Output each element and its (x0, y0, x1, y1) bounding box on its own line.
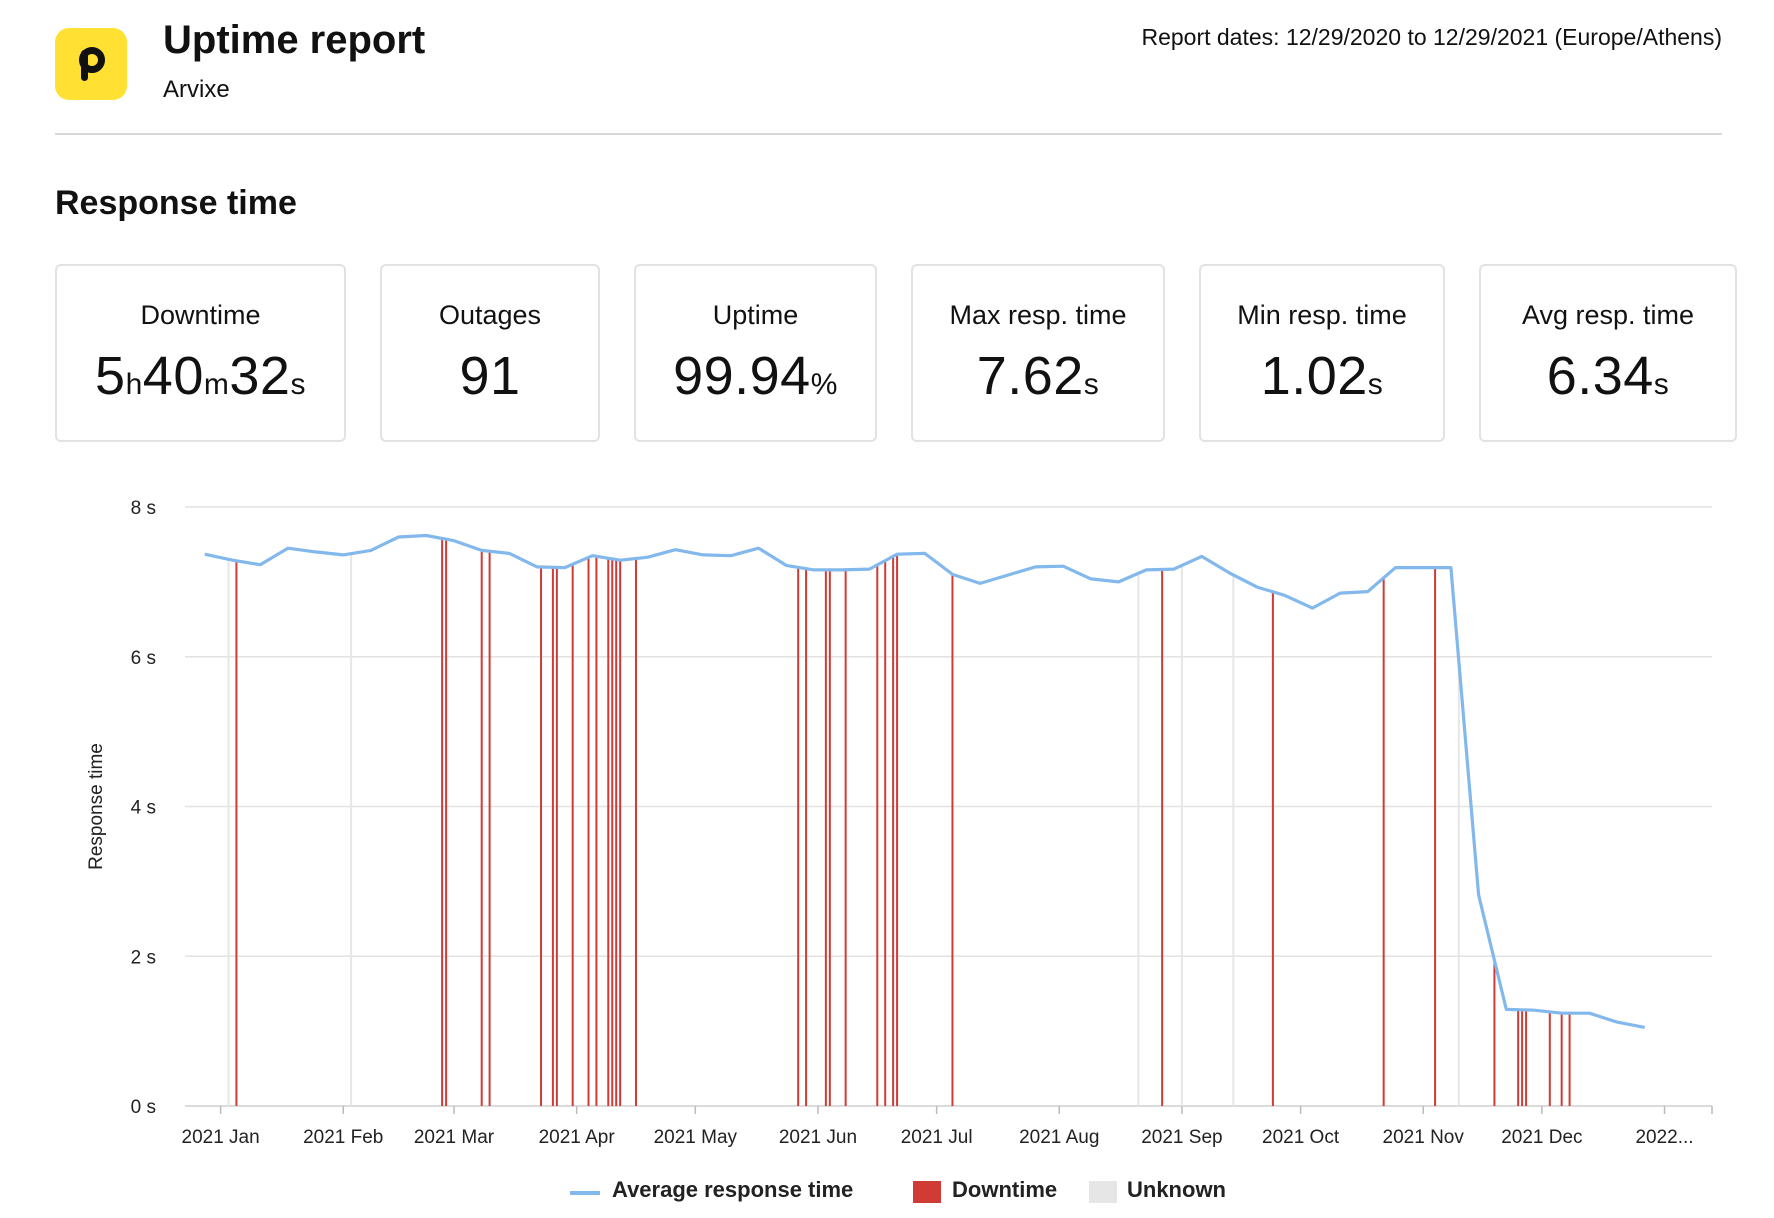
x-tick-label: 2021 Mar (414, 1127, 495, 1148)
stat-value-downtime: 5h40m32s (95, 346, 306, 406)
average-response-line (204, 533, 1646, 1029)
x-tick-label: 2021 Jan (182, 1127, 260, 1148)
y-tick-label: 4 s (131, 798, 156, 819)
x-tick-label: 2021 Oct (1262, 1127, 1340, 1148)
y-tick-label: 2 s (131, 947, 156, 968)
stat-label: Min resp. time (1237, 300, 1407, 330)
stat-label: Uptime (712, 300, 799, 330)
legend-downtime[interactable]: Downtime (952, 1177, 1058, 1202)
stat-value-max-resp: 7.62s (976, 346, 1100, 406)
response-time-chart: 0 s 2 s 4 s 6 s 8 s Response time 2021 Jan 2021… (86, 498, 1713, 1148)
app-logo (55, 28, 127, 100)
y-tick-label: 0 s (131, 1097, 156, 1118)
x-tick-label: 2021 May (654, 1127, 738, 1148)
legend-unknown[interactable]: Unknown (1127, 1177, 1226, 1202)
stat-label: Max resp. time (949, 300, 1127, 330)
x-tick-label: 2021 Aug (1019, 1127, 1099, 1148)
stat-card-downtime: Downtime 5h40m32s (55, 264, 346, 442)
stat-value-uptime: 99.94% (673, 346, 838, 406)
stat-card-uptime: Uptime 99.94% (634, 264, 877, 442)
stat-label: Downtime (140, 300, 261, 330)
header-divider (55, 133, 1722, 135)
stat-card-outages: Outages 91 (380, 264, 600, 442)
x-tick-label: 2022... (1635, 1127, 1693, 1148)
stat-card-min-resp: Min resp. time 1.02s (1199, 264, 1445, 442)
y-tick-label: 6 s (131, 648, 156, 669)
stat-value-outages: 91 (459, 346, 521, 406)
x-tick-label: 2021 Jul (901, 1127, 973, 1148)
section-title: Response time (55, 184, 297, 222)
monitor-name: Arvixe (163, 76, 230, 103)
stat-card-max-resp: Max resp. time 7.62s (911, 264, 1165, 442)
x-tick-label: 2021 Dec (1501, 1127, 1582, 1148)
y-tick-label: 8 s (131, 498, 156, 519)
stat-value-avg-resp: 6.34s (1546, 346, 1670, 406)
legend-average[interactable]: Average response time (612, 1177, 854, 1202)
x-tick-label: 2021 Apr (539, 1127, 616, 1148)
legend-line-swatch (570, 1191, 600, 1195)
x-tick-label: 2021 Nov (1383, 1127, 1465, 1148)
x-tick-label: 2021 Sep (1141, 1127, 1222, 1148)
legend-downtime-swatch (913, 1181, 941, 1203)
stat-label: Outages (438, 300, 542, 330)
x-tick-label: 2021 Feb (303, 1127, 383, 1148)
stat-label: Avg resp. time (1521, 300, 1695, 330)
stat-card-avg-resp: Avg resp. time 6.34s (1479, 264, 1737, 442)
report-dates: Report dates: 12/29/2020 to 12/29/2021 (… (1141, 24, 1722, 50)
stat-value-min-resp: 1.02s (1260, 346, 1384, 406)
x-tick-label: 2021 Jun (779, 1127, 857, 1148)
logo-p-icon (79, 47, 105, 81)
y-axis-title: Response time (86, 743, 107, 870)
report-title: Uptime report (163, 18, 426, 62)
legend-unknown-swatch (1089, 1181, 1117, 1203)
